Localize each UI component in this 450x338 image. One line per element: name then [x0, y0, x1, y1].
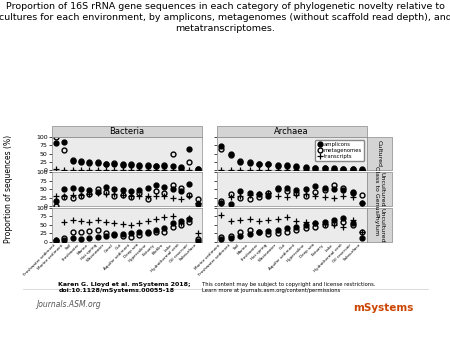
Text: Estuary: Estuary	[310, 243, 324, 257]
Text: Karen G. Lloyd et al. mSystems 2018;
doi:10.1128/mSystems.00055-18: Karen G. Lloyd et al. mSystems 2018; doi…	[58, 282, 191, 293]
Text: Proportion of sequences (%): Proportion of sequences (%)	[4, 135, 13, 243]
Text: Lake: Lake	[163, 243, 173, 252]
Text: Aquifer sediment: Aquifer sediment	[103, 243, 131, 271]
Text: Gut: Gut	[114, 243, 122, 251]
Text: Freshwater: Freshwater	[240, 243, 259, 262]
Text: Uncultured
Class to Genus: Uncultured Class to Genus	[374, 166, 384, 213]
Text: Hypersaline: Hypersaline	[127, 243, 148, 263]
Text: Wastewater: Wastewater	[257, 243, 278, 263]
Text: Deep sea: Deep sea	[123, 243, 139, 259]
Text: Lake: Lake	[324, 243, 334, 252]
Text: Coral: Coral	[104, 243, 114, 254]
Text: Gut: Gut	[279, 243, 287, 251]
Text: Hot spring: Hot spring	[80, 243, 98, 261]
Text: Archaea: Archaea	[274, 127, 309, 136]
Text: Soil: Soil	[232, 243, 240, 251]
Text: Subsurface: Subsurface	[178, 243, 198, 262]
Text: Soil: Soil	[64, 243, 72, 251]
Text: Freshwater sediment: Freshwater sediment	[198, 243, 231, 276]
Text: This content may be subject to copyright and license restrictions.
Learn more at: This content may be subject to copyright…	[202, 282, 376, 293]
Text: Bacteria: Bacteria	[109, 127, 144, 136]
Text: Uncultured
Phylum: Uncultured Phylum	[374, 208, 384, 242]
Text: Hydrothermal vent: Hydrothermal vent	[151, 243, 181, 273]
Text: Estuary: Estuary	[142, 243, 156, 257]
Text: Oil reservoir: Oil reservoir	[169, 243, 189, 264]
Text: Marine sediment: Marine sediment	[37, 243, 64, 270]
Text: Subsurface: Subsurface	[343, 243, 362, 262]
Text: Proportion of 16S rRNA gene sequences in each category of phylogenetic novelty r: Proportion of 16S rRNA gene sequences in…	[0, 2, 450, 33]
Text: Journals.ASM.org: Journals.ASM.org	[36, 300, 101, 309]
Text: Oil reservoir: Oil reservoir	[332, 243, 353, 264]
Legend: amplicons, metagenomes, transcripts: amplicons, metagenomes, transcripts	[315, 140, 364, 161]
Text: Aquifer sediment: Aquifer sediment	[269, 243, 297, 271]
Text: Hot spring: Hot spring	[251, 243, 268, 261]
Text: Freshwater sediment: Freshwater sediment	[22, 243, 56, 276]
Text: Freshwater: Freshwater	[62, 243, 81, 262]
Text: Marine sediment: Marine sediment	[194, 243, 221, 270]
Text: Marine: Marine	[76, 243, 89, 256]
Text: Hydrothermal vent: Hydrothermal vent	[313, 243, 343, 273]
Text: Biofilm: Biofilm	[151, 243, 164, 256]
Text: Marine: Marine	[237, 243, 250, 256]
Text: Cultured: Cultured	[377, 140, 382, 167]
Text: Wastewater: Wastewater	[86, 243, 106, 263]
Text: Deep sea: Deep sea	[299, 243, 315, 259]
Text: Hypersaline: Hypersaline	[286, 243, 306, 263]
Text: mSystems: mSystems	[354, 303, 414, 313]
